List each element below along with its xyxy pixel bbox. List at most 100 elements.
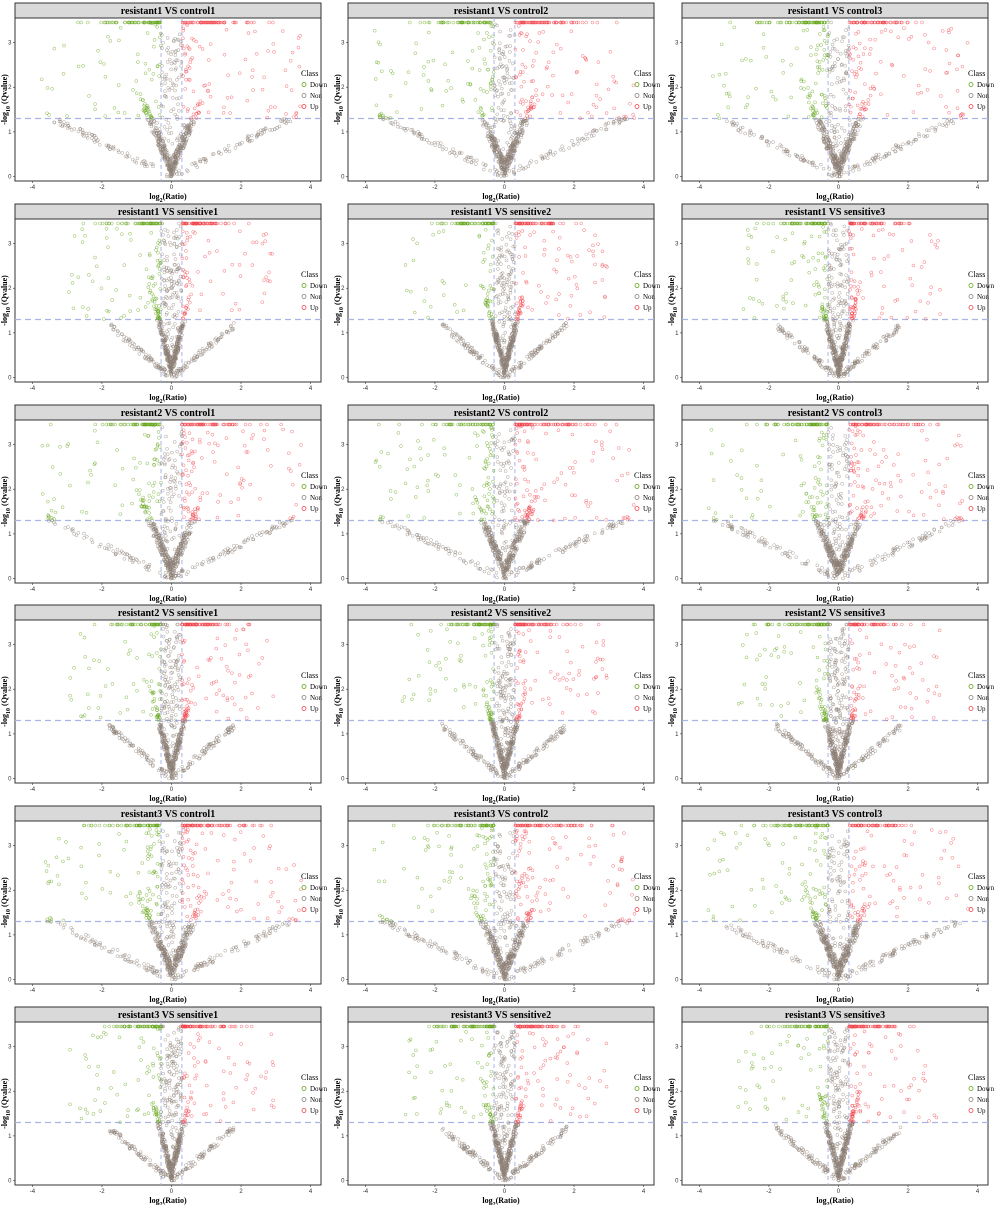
point-down xyxy=(111,20,116,25)
point-down xyxy=(822,53,827,57)
point-non xyxy=(832,165,837,169)
point-non xyxy=(104,143,109,148)
x-tick-label: 2 xyxy=(572,185,576,191)
point-down xyxy=(153,307,157,312)
point-up xyxy=(190,36,194,41)
point-up xyxy=(874,71,878,76)
point-non xyxy=(454,154,458,158)
point-non xyxy=(492,55,497,60)
point-down xyxy=(148,112,152,116)
point-non xyxy=(444,326,449,330)
x-tick-label: -4 xyxy=(363,386,369,392)
point-non xyxy=(502,338,506,342)
point-down xyxy=(722,83,726,88)
point-non xyxy=(185,365,189,369)
point-non xyxy=(887,152,892,156)
point-non xyxy=(588,131,592,136)
point-up xyxy=(186,107,190,111)
point-non xyxy=(505,314,510,318)
y-axis-title: -log10 (Qvalue) xyxy=(333,74,345,125)
point-up xyxy=(560,93,565,98)
point-up xyxy=(890,63,895,68)
point-non xyxy=(480,360,485,365)
point-non xyxy=(838,320,842,324)
point-non xyxy=(455,338,459,343)
point-up xyxy=(183,87,187,91)
point-non xyxy=(175,136,180,141)
point-non xyxy=(564,321,568,325)
point-up xyxy=(530,95,534,99)
legend-title: Class xyxy=(301,69,318,78)
point-non xyxy=(604,127,609,132)
x-tick-label: -2 xyxy=(99,185,105,191)
point-non xyxy=(499,356,504,361)
point-down xyxy=(155,64,160,69)
x-tick-label: 0 xyxy=(503,185,507,191)
point-non xyxy=(166,234,171,238)
point-up xyxy=(246,31,251,35)
point-down xyxy=(820,68,825,72)
point-non xyxy=(410,128,415,132)
point-up xyxy=(605,265,609,269)
point-non xyxy=(120,151,125,155)
point-up xyxy=(251,240,255,245)
point-down xyxy=(825,309,829,314)
point-non xyxy=(93,140,97,144)
point-down xyxy=(134,79,139,83)
point-non xyxy=(571,143,576,147)
point-non xyxy=(829,110,833,115)
point-up xyxy=(576,20,581,25)
point-down xyxy=(757,20,761,25)
point-non xyxy=(949,119,953,123)
point-up xyxy=(183,20,187,25)
point-up xyxy=(580,54,585,58)
point-non xyxy=(173,61,177,65)
point-up xyxy=(529,107,534,111)
legend-entry-down: Down xyxy=(643,81,661,89)
point-non xyxy=(839,160,844,165)
point-non xyxy=(914,137,918,142)
point-up xyxy=(854,46,858,51)
point-non xyxy=(519,360,523,365)
point-up xyxy=(514,281,518,286)
point-down xyxy=(487,299,492,303)
x-axis-title: log2(Ratio) xyxy=(816,192,854,204)
point-non xyxy=(526,164,531,169)
point-non xyxy=(162,144,166,149)
point-non xyxy=(143,356,147,360)
point-down xyxy=(802,87,806,91)
point-non xyxy=(527,352,532,357)
point-up xyxy=(189,292,193,297)
point-down xyxy=(470,49,475,53)
point-non xyxy=(175,138,179,142)
point-down xyxy=(81,64,85,68)
point-non xyxy=(497,367,501,372)
point-non xyxy=(227,149,232,154)
point-down xyxy=(376,40,381,45)
point-down xyxy=(491,70,496,74)
point-down xyxy=(447,20,451,25)
point-non xyxy=(108,147,112,151)
point-non xyxy=(544,152,549,157)
point-non xyxy=(837,161,842,165)
point-down xyxy=(103,114,107,118)
point-non xyxy=(842,170,846,175)
point-non xyxy=(500,155,505,159)
y-axis-title: -log10 (Qvalue) xyxy=(333,275,345,326)
point-non xyxy=(162,146,167,151)
point-down xyxy=(134,91,139,96)
point-down xyxy=(107,221,112,226)
point-down xyxy=(441,229,446,233)
point-down xyxy=(76,275,81,280)
point-non xyxy=(828,333,832,338)
point-non xyxy=(163,81,167,85)
point-non xyxy=(498,275,502,280)
point-down xyxy=(477,68,482,72)
point-non xyxy=(815,121,819,125)
point-non xyxy=(162,153,167,157)
point-non xyxy=(517,168,521,173)
point-down xyxy=(781,71,786,75)
point-up xyxy=(932,46,936,51)
point-non xyxy=(186,169,190,173)
